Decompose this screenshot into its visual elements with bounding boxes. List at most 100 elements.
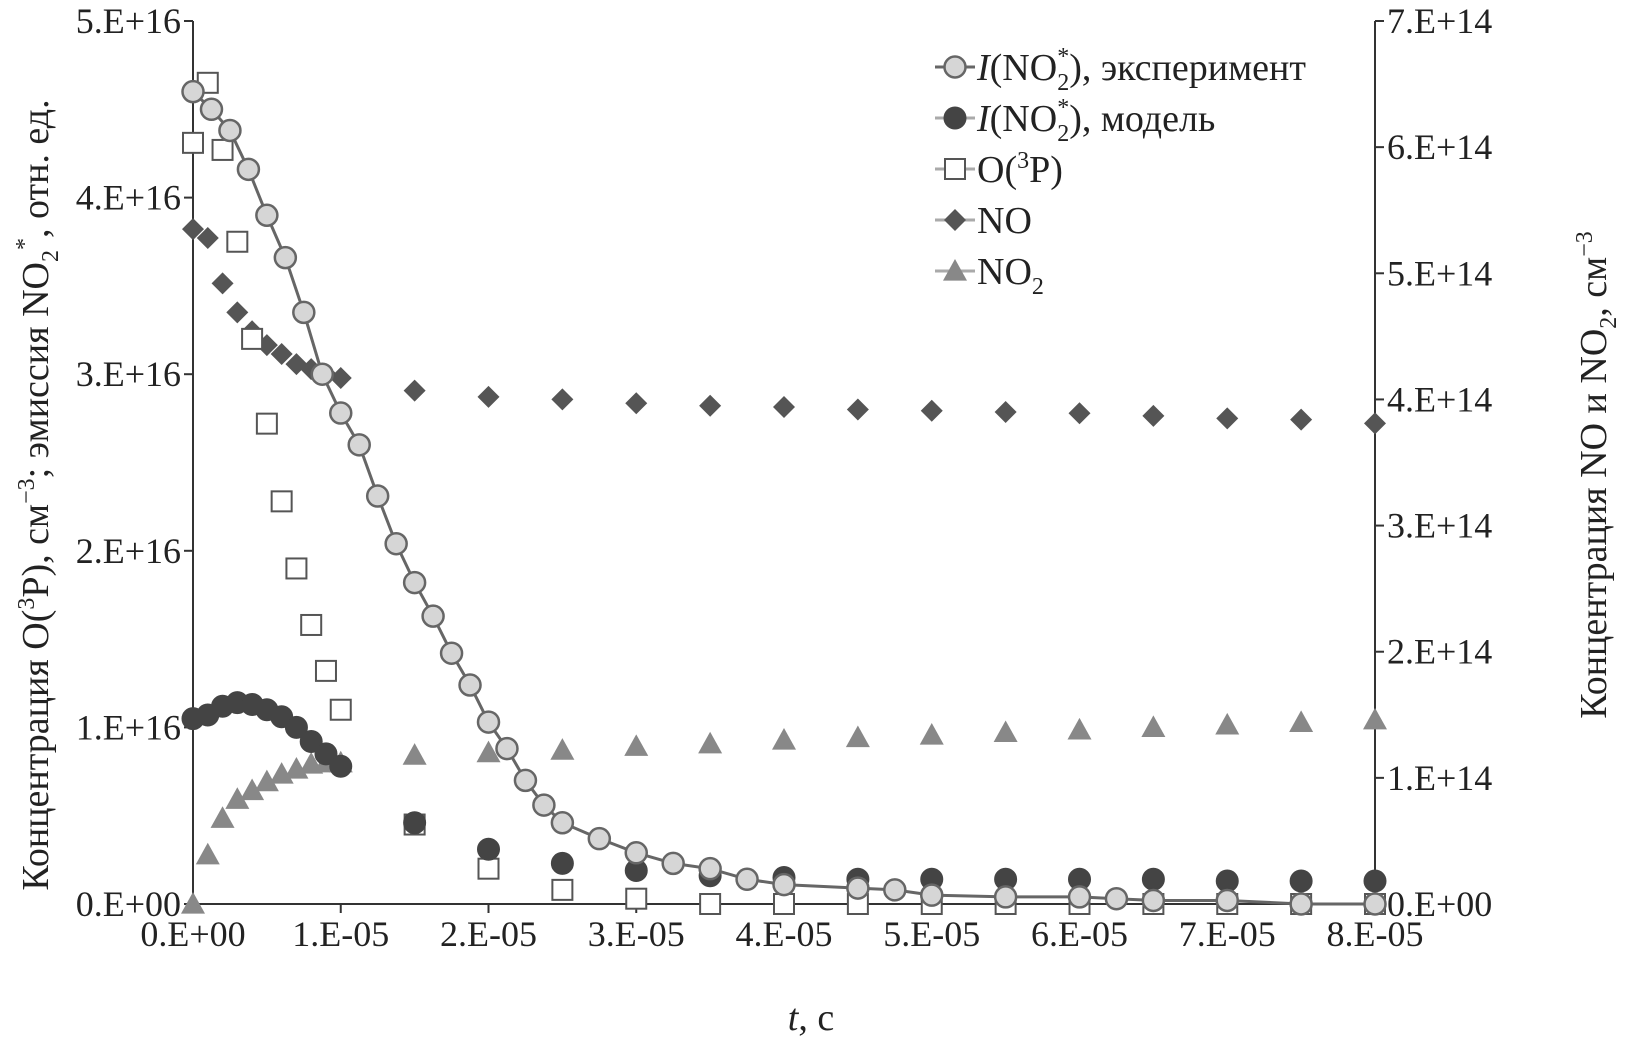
data-point — [285, 557, 308, 580]
data-point — [314, 742, 338, 766]
left-y-axis-ticks: 0.E+00 1.E+16 2.E+16 3.E+16 4.E+16 5.E+16 — [76, 1, 193, 924]
right-y-tick-label: 3.E+14 — [1387, 506, 1492, 546]
data-point — [587, 826, 612, 851]
x-axis-title: t, с — [788, 997, 834, 1037]
data-point — [1364, 412, 1386, 435]
data-point — [919, 722, 944, 745]
data-point — [661, 851, 685, 876]
data-point — [1216, 407, 1239, 430]
data-point — [550, 738, 575, 760]
data-point — [240, 778, 265, 801]
data-point — [218, 118, 242, 143]
data-point — [846, 876, 870, 900]
legend-marker — [943, 106, 967, 130]
x-tick-label: 4.E-05 — [736, 914, 833, 954]
data-point — [773, 395, 795, 418]
data-point — [1363, 892, 1387, 916]
data-point — [329, 754, 353, 778]
legend-label: NO2 — [977, 251, 1044, 300]
axes — [192, 21, 1376, 905]
data-point — [513, 768, 538, 793]
left-y-tick-label: 5.E+16 — [76, 1, 181, 41]
legend-item: O(3P) — [935, 148, 1063, 191]
right-y-tick-label: 1.E+14 — [1387, 758, 1492, 798]
x-tick-label: 3.E-05 — [588, 914, 685, 954]
series-2 — [182, 71, 1386, 915]
data-point — [993, 885, 1018, 909]
data-point — [182, 218, 204, 241]
data-point — [920, 883, 944, 907]
data-point — [182, 131, 204, 154]
data-marks — [181, 71, 1387, 916]
data-point — [476, 710, 501, 734]
right-y-tick-label: 7.E+14 — [1387, 1, 1492, 41]
data-point — [195, 842, 220, 865]
legend-label: NO — [977, 200, 1032, 242]
data-point — [402, 743, 427, 765]
data-point — [698, 856, 722, 881]
right-y-tick-label: 2.E+14 — [1387, 632, 1492, 672]
data-point — [1104, 886, 1129, 911]
legend-label: I(NO2*), модель — [976, 95, 1215, 147]
legend-marker — [943, 259, 967, 281]
data-point — [226, 301, 249, 324]
right-y-axis-title: Концентрация NO и NO2, см−3 — [1572, 231, 1622, 719]
legend-item: I(NO2*), модель — [935, 95, 1215, 147]
data-point — [1067, 885, 1092, 909]
data-point — [255, 203, 279, 228]
data-point — [225, 787, 250, 809]
data-point — [532, 793, 556, 817]
data-point — [477, 837, 500, 861]
left-y-tick-label: 3.E+16 — [76, 354, 181, 394]
left-y-tick-label: 1.E+16 — [76, 707, 181, 747]
data-point — [347, 433, 371, 457]
x-tick-label: 8.E-05 — [1327, 914, 1424, 954]
data-point — [699, 394, 722, 417]
data-point — [625, 392, 648, 415]
legend-label: I(NO2*), эксперимент — [976, 44, 1306, 96]
data-point — [1363, 869, 1387, 893]
data-point — [772, 728, 796, 750]
data-point — [699, 893, 722, 915]
left-y-tick-label: 4.E+16 — [76, 178, 181, 218]
data-point — [625, 887, 648, 910]
data-point — [236, 157, 261, 182]
data-point — [329, 401, 353, 425]
data-point — [273, 245, 298, 270]
legend-item: NO — [935, 200, 1032, 242]
data-point — [458, 673, 482, 697]
legend-marker — [944, 209, 966, 231]
data-point — [624, 841, 648, 865]
x-tick-label: 0.E+00 — [140, 914, 245, 954]
data-point — [196, 226, 219, 249]
data-point — [365, 484, 390, 508]
legend-marker — [943, 55, 967, 79]
data-point — [1141, 867, 1165, 891]
data-point — [403, 379, 426, 402]
data-point — [698, 731, 723, 754]
data-point — [1142, 404, 1165, 427]
data-point — [300, 613, 323, 636]
data-point — [1290, 408, 1313, 431]
data-point — [241, 327, 264, 350]
data-point — [1141, 715, 1166, 737]
data-point — [551, 388, 574, 411]
data-point — [403, 811, 427, 835]
series-3 — [182, 218, 1386, 435]
data-point — [384, 531, 408, 556]
data-point — [1215, 712, 1240, 735]
data-point — [226, 230, 249, 253]
data-point — [994, 401, 1017, 424]
data-point — [477, 857, 500, 880]
left-y-tick-label: 2.E+16 — [76, 531, 181, 571]
data-point — [846, 398, 869, 421]
data-point — [1363, 707, 1387, 730]
legend-label: O(3P) — [977, 148, 1063, 191]
data-point — [270, 490, 293, 513]
right-y-tick-label: 5.E+14 — [1387, 253, 1492, 293]
data-point — [329, 698, 352, 721]
data-point — [284, 715, 308, 739]
data-point — [993, 720, 1018, 743]
